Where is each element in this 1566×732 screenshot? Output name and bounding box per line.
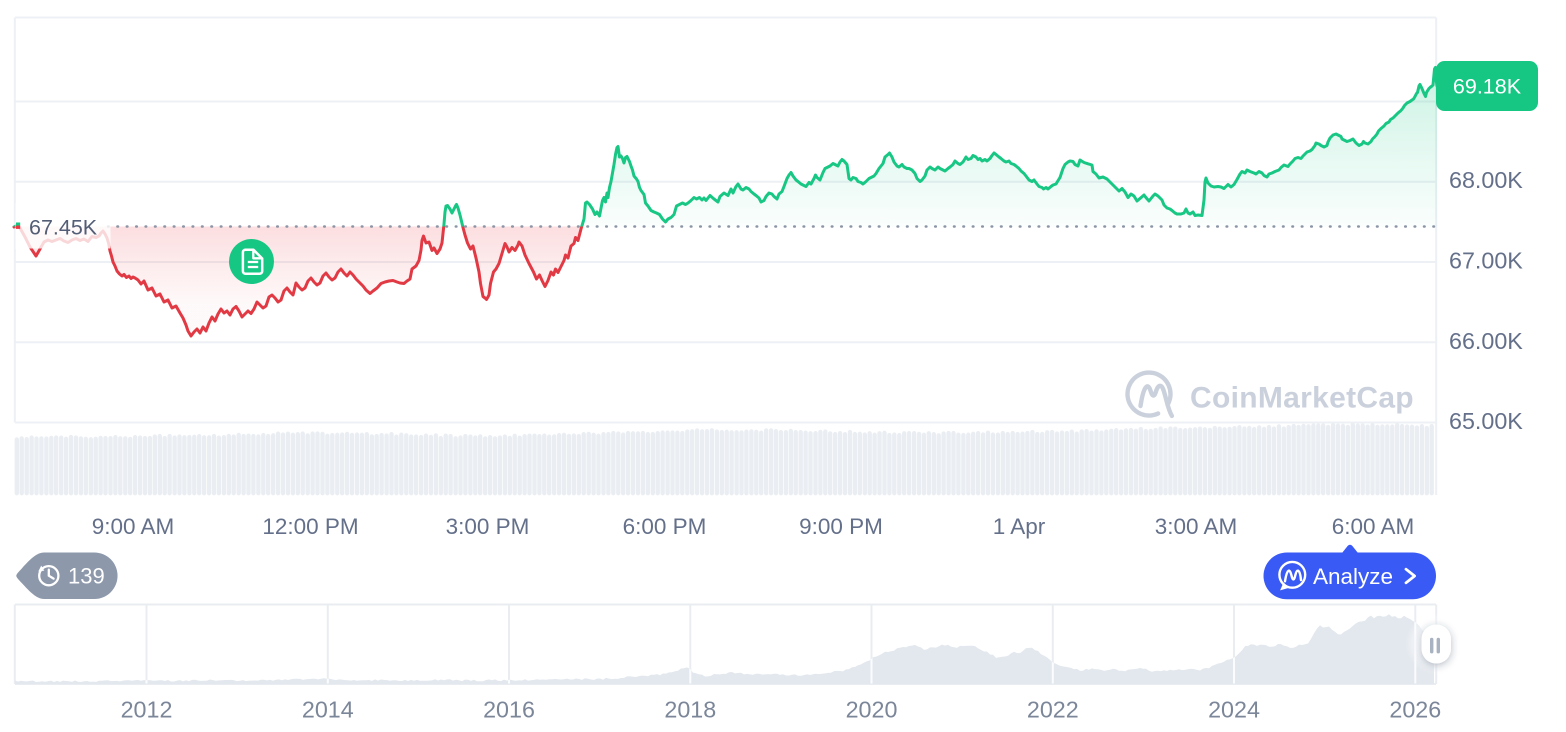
svg-text:3:00 AM: 3:00 AM	[1155, 514, 1238, 539]
svg-text:9:00 PM: 9:00 PM	[799, 514, 883, 539]
svg-text:1 Apr: 1 Apr	[993, 514, 1046, 539]
svg-text:2026: 2026	[1389, 697, 1441, 723]
svg-text:9:00 AM: 9:00 AM	[92, 514, 175, 539]
svg-text:139: 139	[68, 564, 105, 589]
svg-text:68.00K: 68.00K	[1449, 167, 1523, 193]
svg-text:67.45K: 67.45K	[29, 216, 98, 240]
svg-text:3:00 PM: 3:00 PM	[446, 514, 530, 539]
svg-text:66.00K: 66.00K	[1449, 328, 1523, 354]
svg-text:6:00 AM: 6:00 AM	[1332, 514, 1415, 539]
svg-text:2018: 2018	[664, 697, 716, 723]
svg-text:69.18K: 69.18K	[1453, 75, 1522, 99]
svg-text:2020: 2020	[846, 697, 898, 723]
svg-text:67.00K: 67.00K	[1449, 248, 1523, 274]
svg-text:2024: 2024	[1208, 697, 1260, 723]
svg-text:2022: 2022	[1027, 697, 1079, 723]
svg-text:2014: 2014	[302, 697, 354, 723]
svg-text:65.00K: 65.00K	[1449, 408, 1523, 434]
svg-text:Analyze: Analyze	[1313, 564, 1393, 589]
svg-text:12:00 PM: 12:00 PM	[262, 514, 358, 539]
svg-text:6:00 PM: 6:00 PM	[623, 514, 707, 539]
svg-text:2012: 2012	[121, 697, 173, 723]
svg-text:2016: 2016	[483, 697, 535, 723]
svg-text:CoinMarketCap: CoinMarketCap	[1190, 382, 1414, 415]
